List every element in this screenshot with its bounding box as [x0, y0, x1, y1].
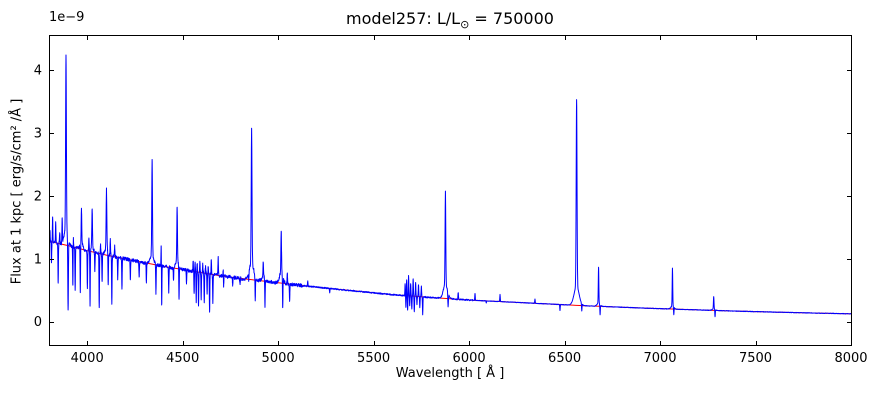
x-tick-label: 5500 — [357, 351, 390, 366]
x-tick-label: 8000 — [834, 351, 867, 366]
y-tick-label: 0 — [34, 315, 42, 330]
axis-ticks — [50, 36, 852, 345]
y-tick-label: 2 — [34, 189, 42, 204]
chart-title: model257: L/L⊙ = 750000 — [49, 9, 851, 31]
x-axis-label: Wavelength [ Å ] — [395, 366, 505, 381]
y-tick-label: 3 — [34, 127, 42, 142]
x-tick-label: 7000 — [643, 351, 676, 366]
x-tick-label: 7500 — [739, 351, 772, 366]
x-tick-label: 4000 — [71, 351, 104, 366]
y-tick-label: 4 — [34, 64, 42, 79]
chart-title-prefix: model257: L/L — [346, 9, 461, 28]
axes-frame — [49, 35, 852, 346]
x-tick-label: 5000 — [262, 351, 295, 366]
tick-labels: 4000 4500 5000 5500 6000 6500 7000 7500 8000 0 1 2 3… — [34, 64, 868, 366]
y-axis-offset-text: 1e−9 — [49, 10, 85, 25]
x-tick-label: 6000 — [453, 351, 486, 366]
spectrum-line — [49, 54, 851, 318]
y-tick-label: 1 — [34, 252, 42, 267]
sun-symbol: ⊙ — [460, 18, 470, 32]
x-tick-label: 4500 — [166, 351, 199, 366]
x-tick-label: 6500 — [548, 351, 581, 366]
chart-title-suffix: = 750000 — [469, 9, 554, 28]
